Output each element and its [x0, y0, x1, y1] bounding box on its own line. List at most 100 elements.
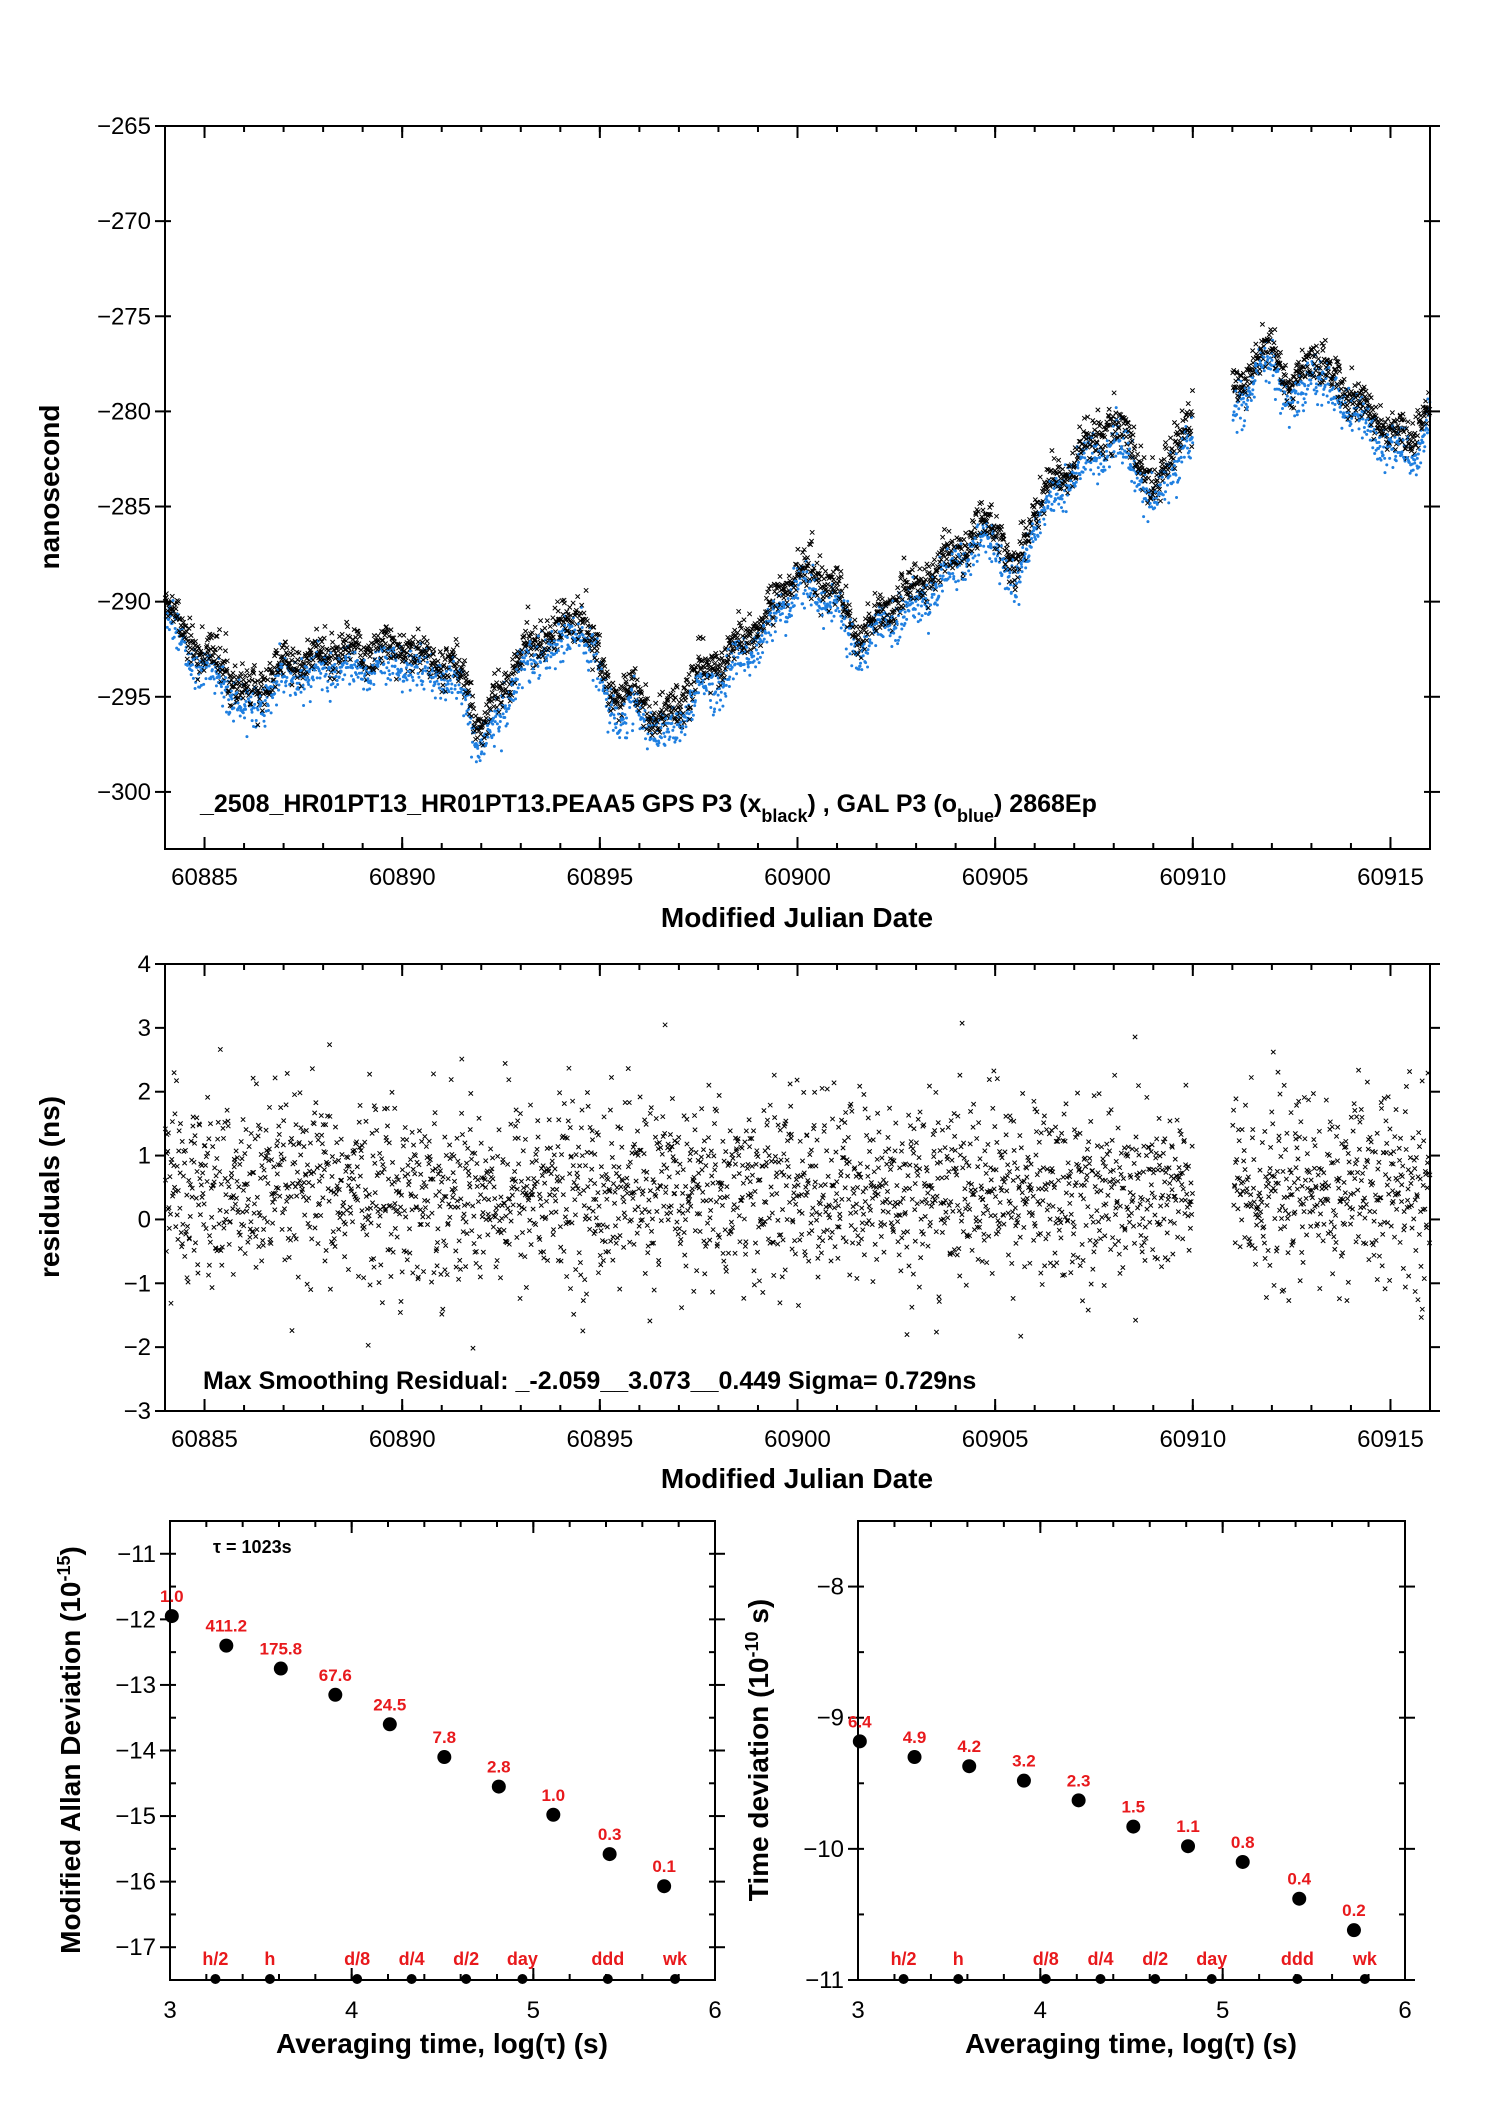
gal-point	[521, 650, 525, 654]
gps-point	[290, 646, 296, 652]
gal-point	[782, 606, 786, 610]
gps-point	[1163, 440, 1169, 446]
gal-point	[346, 665, 350, 669]
gal-point	[556, 648, 560, 652]
gal-point	[235, 691, 239, 695]
gal-point	[386, 661, 390, 665]
gal-point	[930, 595, 934, 599]
gal-point	[226, 685, 230, 689]
gps-point	[678, 697, 684, 703]
gps-point	[901, 555, 907, 561]
gps-point	[1023, 525, 1029, 531]
gal-point	[747, 657, 751, 661]
gal-point	[367, 671, 371, 675]
gps-point	[385, 628, 391, 634]
gal-point	[505, 722, 509, 726]
gal-point	[675, 736, 679, 740]
gps-point	[186, 625, 192, 631]
gal-point	[1052, 487, 1056, 491]
gps-point	[1154, 477, 1160, 483]
gal-point	[731, 677, 735, 681]
gps-point	[189, 623, 196, 629]
gal-point	[881, 635, 885, 639]
gal-point	[716, 693, 720, 697]
gal-point	[468, 720, 472, 724]
gal-point	[284, 679, 288, 683]
gal-point	[1270, 358, 1274, 362]
gal-point	[618, 728, 622, 732]
gps-point	[544, 618, 550, 624]
gal-point	[457, 683, 461, 687]
gal-point	[278, 642, 282, 646]
gps-point	[1253, 341, 1259, 347]
gal-point	[926, 600, 930, 604]
gps-point	[453, 636, 459, 642]
gal-point	[1309, 382, 1313, 386]
gal-point	[955, 588, 959, 592]
gal-point	[1034, 537, 1038, 541]
gps-point	[1272, 327, 1278, 333]
gps-point	[382, 629, 388, 635]
gal-point	[319, 662, 323, 666]
gal-point	[868, 638, 872, 642]
gal-point	[630, 688, 634, 692]
gal-point	[449, 668, 453, 672]
gps-point	[499, 700, 505, 706]
gps-point	[653, 700, 659, 706]
gal-point	[545, 666, 549, 670]
gal-point	[460, 702, 464, 706]
gal-point	[434, 674, 438, 678]
gps-point	[216, 627, 223, 633]
gal-point	[919, 618, 923, 622]
gps-point	[322, 623, 328, 629]
gal-point	[210, 668, 214, 672]
gal-point	[1029, 545, 1033, 549]
gps-point	[181, 619, 187, 625]
gal-point	[1304, 392, 1308, 396]
gal-point	[733, 662, 737, 666]
gal-point	[774, 616, 778, 620]
gal-point	[453, 687, 457, 691]
gal-point	[344, 657, 348, 661]
gal-point	[919, 604, 923, 608]
gps-point	[872, 590, 878, 596]
gal-point	[440, 678, 444, 682]
gal-point	[250, 710, 254, 714]
gps-point	[538, 618, 544, 624]
gal-point	[507, 706, 511, 710]
gal-point	[492, 733, 496, 737]
gps-point	[209, 632, 215, 638]
gal-point	[1242, 424, 1246, 428]
gps-point	[1060, 466, 1066, 472]
gal-point	[769, 611, 773, 615]
gal-point	[837, 610, 841, 614]
gal-point	[244, 699, 248, 703]
gps-point	[431, 646, 437, 652]
gal-point	[849, 642, 853, 646]
gal-point	[307, 678, 311, 682]
gal-point	[1078, 473, 1082, 477]
gps-point	[257, 696, 263, 702]
gps-point	[946, 528, 952, 534]
gal-point	[497, 725, 501, 729]
gps-point	[382, 641, 389, 647]
gal-point	[608, 721, 612, 725]
gps-point	[397, 632, 403, 638]
gal-point	[1049, 494, 1053, 498]
gal-point	[495, 722, 499, 726]
gps-point	[529, 630, 535, 636]
gal-point	[1295, 413, 1299, 417]
gal-point	[1305, 387, 1309, 391]
gps-point	[809, 529, 815, 535]
gps-point	[333, 650, 339, 656]
gal-point	[464, 712, 468, 716]
gal-point	[764, 631, 768, 635]
gps-point	[496, 709, 502, 715]
gps-point	[1179, 408, 1185, 414]
gps-point	[482, 710, 488, 716]
gal-point	[405, 678, 409, 682]
gal-point	[390, 664, 394, 668]
gal-point	[977, 553, 981, 557]
gal-point	[915, 594, 919, 598]
gps-point	[284, 645, 290, 651]
